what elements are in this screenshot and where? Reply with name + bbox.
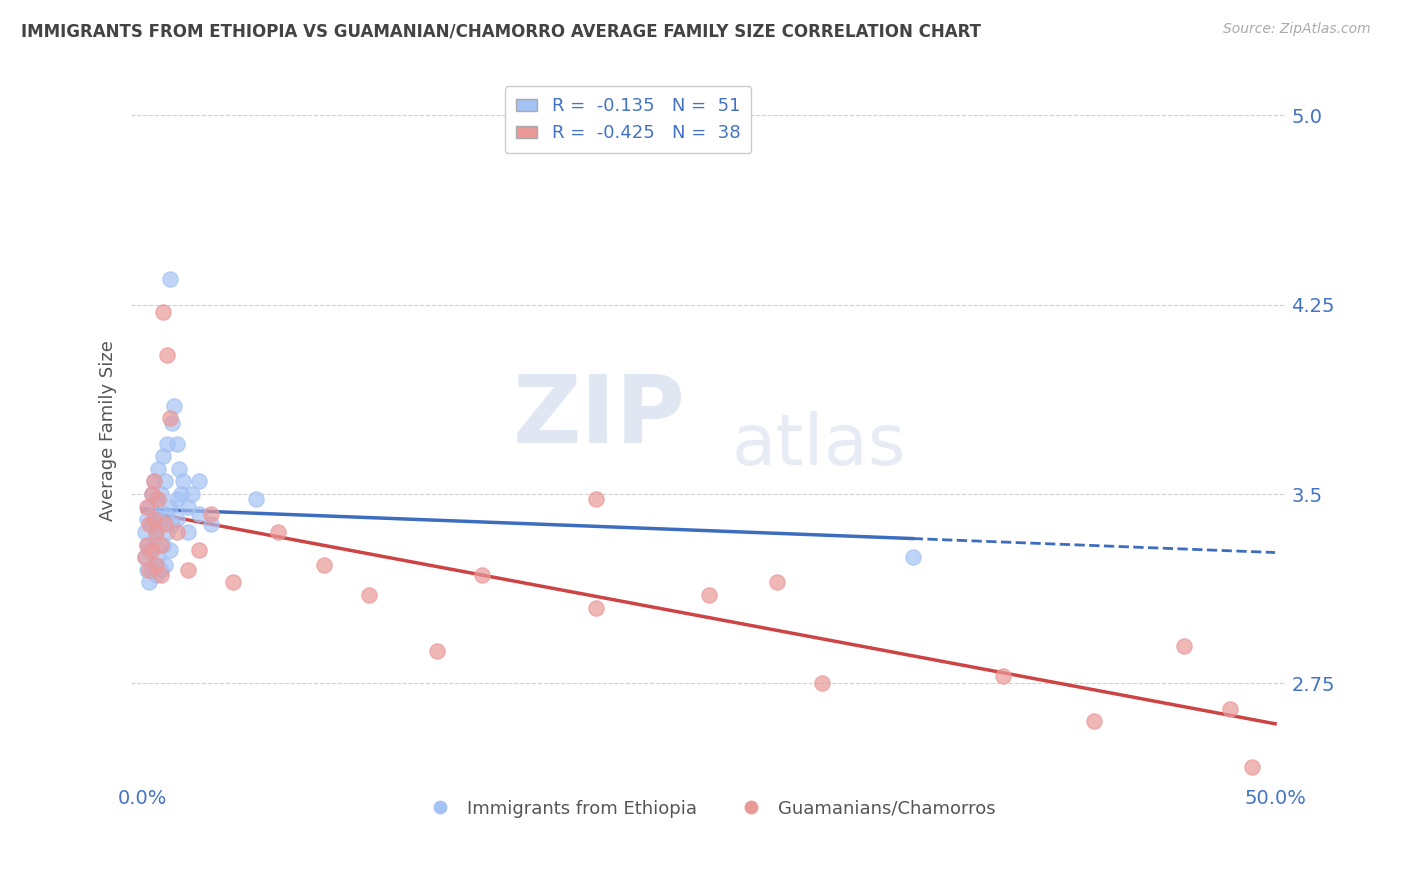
Point bbox=[166, 524, 188, 539]
Point bbox=[136, 500, 159, 514]
Point bbox=[142, 475, 165, 489]
Point bbox=[152, 449, 174, 463]
Point bbox=[200, 517, 222, 532]
Legend: Immigrants from Ethiopia, Guamanians/Chamorros: Immigrants from Ethiopia, Guamanians/Cha… bbox=[415, 792, 1002, 825]
Point bbox=[222, 575, 245, 590]
Point bbox=[138, 575, 160, 590]
Point bbox=[148, 550, 170, 565]
Text: IMMIGRANTS FROM ETHIOPIA VS GUAMANIAN/CHAMORRO AVERAGE FAMILY SIZE CORRELATION C: IMMIGRANTS FROM ETHIOPIA VS GUAMANIAN/CH… bbox=[21, 22, 981, 40]
Point bbox=[149, 517, 172, 532]
Point bbox=[138, 542, 160, 557]
Point bbox=[152, 305, 174, 319]
Point bbox=[142, 533, 165, 547]
Point bbox=[136, 537, 159, 551]
Point bbox=[200, 508, 222, 522]
Point bbox=[585, 600, 607, 615]
Point bbox=[1083, 714, 1105, 729]
Point bbox=[136, 537, 159, 551]
Point bbox=[145, 558, 167, 572]
Point bbox=[170, 487, 193, 501]
Point bbox=[156, 436, 179, 450]
Point bbox=[141, 487, 163, 501]
Point bbox=[1219, 701, 1241, 715]
Point bbox=[993, 669, 1015, 683]
Point bbox=[155, 558, 177, 572]
Point bbox=[312, 558, 335, 572]
Point bbox=[155, 508, 177, 522]
Text: ZIP: ZIP bbox=[513, 371, 686, 463]
Point bbox=[149, 537, 172, 551]
Point bbox=[159, 542, 181, 557]
Text: atlas: atlas bbox=[733, 410, 907, 480]
Point bbox=[166, 512, 188, 526]
Point bbox=[156, 524, 179, 539]
Point bbox=[145, 524, 167, 539]
Point bbox=[142, 475, 165, 489]
Point bbox=[134, 550, 156, 565]
Point bbox=[159, 500, 181, 514]
Point bbox=[138, 500, 160, 514]
Point bbox=[149, 567, 172, 582]
Point bbox=[245, 492, 267, 507]
Point bbox=[177, 524, 200, 539]
Point bbox=[163, 399, 186, 413]
Point bbox=[159, 272, 181, 286]
Point bbox=[172, 475, 194, 489]
Point bbox=[167, 462, 190, 476]
Point bbox=[138, 563, 160, 577]
Y-axis label: Average Family Size: Average Family Size bbox=[100, 341, 117, 521]
Point bbox=[145, 492, 167, 507]
Point bbox=[134, 524, 156, 539]
Point bbox=[1173, 639, 1195, 653]
Point bbox=[145, 567, 167, 582]
Point bbox=[141, 517, 163, 532]
Point bbox=[149, 487, 172, 501]
Point bbox=[166, 492, 188, 507]
Point bbox=[1241, 760, 1264, 774]
Point bbox=[267, 524, 290, 539]
Point bbox=[148, 512, 170, 526]
Point bbox=[177, 500, 200, 514]
Point bbox=[697, 588, 720, 602]
Point bbox=[177, 563, 200, 577]
Point bbox=[138, 517, 160, 532]
Point bbox=[155, 475, 177, 489]
Point bbox=[160, 517, 183, 532]
Point bbox=[142, 558, 165, 572]
Point bbox=[188, 508, 211, 522]
Point bbox=[145, 524, 167, 539]
Point bbox=[141, 542, 163, 557]
Point bbox=[426, 643, 449, 657]
Point bbox=[156, 348, 179, 362]
Point bbox=[181, 487, 204, 501]
Point bbox=[811, 676, 834, 690]
Point bbox=[155, 517, 177, 532]
Point bbox=[148, 462, 170, 476]
Point bbox=[159, 411, 181, 425]
Point bbox=[166, 436, 188, 450]
Point bbox=[765, 575, 787, 590]
Text: Source: ZipAtlas.com: Source: ZipAtlas.com bbox=[1223, 22, 1371, 37]
Point bbox=[136, 563, 159, 577]
Point bbox=[471, 567, 494, 582]
Point bbox=[357, 588, 380, 602]
Point bbox=[901, 550, 924, 565]
Point bbox=[141, 487, 163, 501]
Point bbox=[188, 542, 211, 557]
Point bbox=[152, 537, 174, 551]
Point bbox=[136, 512, 159, 526]
Point bbox=[160, 417, 183, 431]
Point bbox=[142, 508, 165, 522]
Point bbox=[148, 492, 170, 507]
Point bbox=[188, 475, 211, 489]
Point bbox=[142, 512, 165, 526]
Point bbox=[141, 563, 163, 577]
Point bbox=[585, 492, 607, 507]
Point bbox=[134, 550, 156, 565]
Point bbox=[149, 563, 172, 577]
